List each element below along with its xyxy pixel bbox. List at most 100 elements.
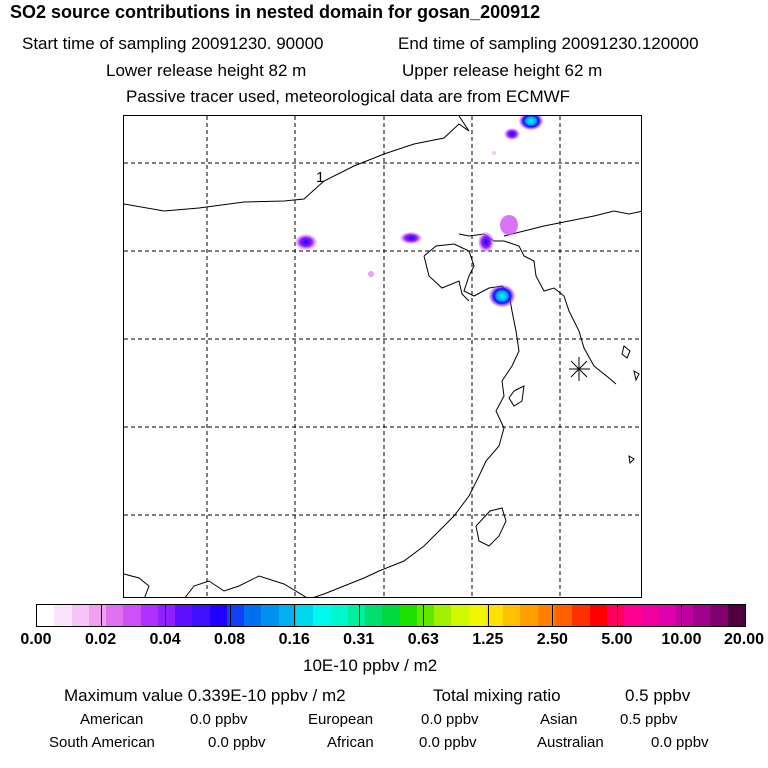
colorbar-segment (572, 605, 590, 626)
colorbar-segment (313, 605, 331, 626)
colorbar-segment (675, 605, 694, 626)
colorbar-segment (54, 605, 72, 626)
colorbar-tick-label: 2.50 (536, 631, 568, 648)
colorbar-tick-label: 0.16 (278, 631, 310, 648)
colorbar-segment (123, 605, 141, 626)
chart-title: SO2 source contributions in nested domai… (10, 2, 541, 22)
region-name: African (327, 734, 374, 751)
end-time: End time of sampling 20091230.120000 (398, 34, 699, 53)
colorbar-divider (552, 604, 554, 627)
upper-release-height: Upper release height 62 m (402, 61, 603, 80)
colorbar-tick-label: 0.08 (214, 631, 246, 648)
lower-release-height: Lower release height 82 m (106, 61, 307, 80)
plume-dot-small (492, 151, 496, 155)
colorbar-divider (487, 604, 489, 627)
region-value: 0.0 ppbv (421, 711, 479, 728)
colorbar-segment (209, 605, 227, 626)
colorbar-segment (641, 605, 659, 626)
colorbar-tick-label: 0.04 (149, 631, 181, 648)
colorbar-units: 10E-10 ppbv / m2 (303, 656, 438, 675)
colorbar-divider (165, 604, 167, 627)
colorbar-tick-label: 10.00 (661, 631, 702, 648)
colorbar-segment (244, 605, 262, 626)
region-value: 0.0 ppbv (208, 734, 266, 751)
colorbar-segment (520, 605, 538, 626)
plume-north-mid (504, 128, 520, 140)
colorbar (36, 604, 746, 627)
asterisk-icon (569, 357, 590, 381)
map-marker-label: 1 (316, 169, 324, 186)
tracer-note: Passive tracer used, meteorological data… (126, 87, 571, 106)
colorbar-segment (606, 605, 625, 626)
plume-bohai (478, 232, 494, 252)
region-name: Australian (537, 734, 604, 751)
colorbar-segment (382, 605, 400, 626)
colorbar-segment (485, 605, 504, 626)
colorbar-segment (140, 605, 158, 626)
colorbar-divider (358, 604, 360, 627)
plume-west-1 (295, 234, 317, 250)
colorbar-divider (100, 604, 102, 627)
colorbar-segment (157, 605, 176, 626)
colorbar-segment (365, 605, 383, 626)
colorbar-segment (330, 605, 348, 626)
colorbar-segment (175, 605, 193, 626)
plume-north-top (519, 116, 543, 130)
plume-shandong (489, 285, 515, 307)
lat-lon-grid (124, 116, 641, 597)
region-value: 0.0 ppbv (419, 734, 477, 751)
colorbar-divider (423, 604, 425, 627)
colorbar-divider (616, 604, 618, 627)
colorbar-tick-label: 0.63 (407, 631, 439, 648)
region-name: European (308, 711, 374, 728)
total-mixing-label: Total mixing ratio (433, 686, 561, 705)
colorbar-segment (295, 605, 314, 626)
colorbar-segment (468, 605, 486, 626)
colorbar-tick-label: 20.00 (723, 631, 765, 648)
colorbar-divider (294, 604, 296, 627)
colorbar-segment (416, 605, 435, 626)
colorbar-segment (658, 605, 676, 626)
colorbar-tick-label: 5.00 (601, 631, 633, 648)
plume-west-2 (400, 232, 422, 244)
region-name: American (80, 711, 144, 728)
colorbar-divider (229, 604, 231, 627)
colorbar-segment (589, 605, 607, 626)
colorbar-segment (399, 605, 417, 626)
colorbar-segment (278, 605, 296, 626)
coastlines (124, 116, 641, 597)
colorbar-segment (727, 605, 745, 626)
colorbar-segment (434, 605, 452, 626)
colorbar-segment (451, 605, 469, 626)
start-time: Start time of sampling 20091230. 90000 (22, 34, 324, 53)
colorbar-segment (693, 605, 711, 626)
colorbar-divider (681, 604, 683, 627)
plume-bohai-upper (500, 215, 518, 235)
colorbar-segment (347, 605, 366, 626)
colorbar-tick-label: 0.00 (20, 631, 52, 648)
colorbar-segment (106, 605, 124, 626)
region-value: 0.0 ppbv (190, 711, 248, 728)
total-mixing-value: 0.5 ppbv (625, 686, 691, 705)
plume-dot (368, 271, 374, 277)
colorbar-segment (624, 605, 642, 626)
region-name: Asian (540, 711, 578, 728)
colorbar-tick-label: 0.02 (84, 631, 117, 648)
colorbar-segment (226, 605, 245, 626)
colorbar-segment (37, 605, 55, 626)
map-canvas: 1 (124, 116, 641, 597)
colorbar-segment (537, 605, 555, 626)
region-name: South American (49, 734, 155, 751)
region-value: 0.5 ppbv (620, 711, 678, 728)
colorbar-segment (503, 605, 521, 626)
region-value: 0.0 ppbv (651, 734, 709, 751)
map-panel: 1 (123, 115, 642, 598)
colorbar-segment (88, 605, 107, 626)
colorbar-segment (192, 605, 210, 626)
colorbar-tick-label: 0.31 (343, 631, 375, 648)
colorbar-segment (710, 605, 728, 626)
max-value: Maximum value 0.339E-10 ppbv / m2 (64, 686, 346, 705)
colorbar-segment (71, 605, 89, 626)
colorbar-segment (554, 605, 573, 626)
plume-layer (295, 116, 543, 307)
